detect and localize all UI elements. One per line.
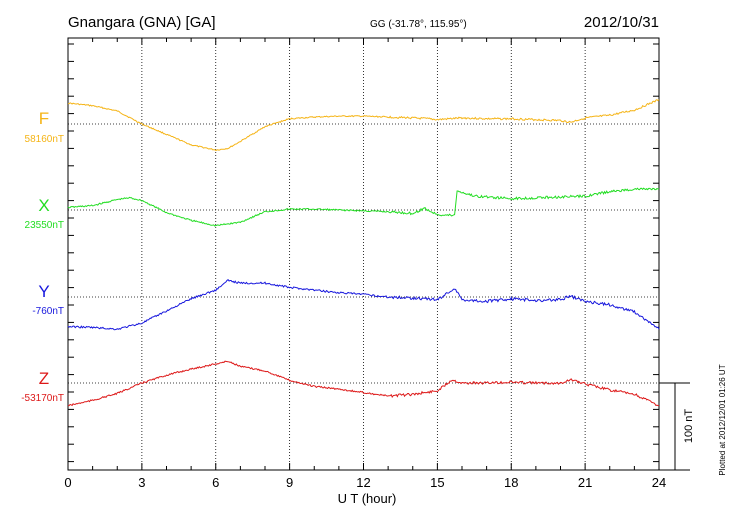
plot-date: 2012/10/31 — [584, 14, 659, 31]
scale-bar-label: 100 nT — [683, 409, 695, 444]
x-tick-label: 15 — [430, 475, 444, 490]
x-tick-label: 24 — [652, 475, 666, 490]
series-label-x: X — [38, 196, 49, 215]
series-line-z — [67, 360, 659, 407]
x-tick-label: 9 — [286, 475, 293, 490]
series-line-f — [67, 99, 660, 152]
y-axis-ticks — [68, 43, 659, 463]
x-axis-ticks — [67, 38, 660, 470]
station-title: Gnangara (GNA) [GA] — [68, 14, 216, 31]
plotted-timestamp: Plotted at 2012/12/01 01:26 UT — [718, 364, 727, 475]
series-line-x — [67, 187, 660, 227]
series-line-y — [67, 279, 660, 331]
x-tick-label: 18 — [504, 475, 518, 490]
x-tick-label: 0 — [64, 475, 71, 490]
x-tick-label: 12 — [356, 475, 370, 490]
series-baseline-y: -760nT — [32, 306, 64, 317]
series-label-y: Y — [38, 282, 49, 301]
x-tick-labels: 0 3 6 9 12 15 18 21 24 — [64, 475, 666, 490]
x-axis-label: U T (hour) — [338, 491, 397, 506]
series-baseline-z: -53170nT — [21, 393, 64, 404]
station-coordinates: GG (-31.78°, 115.95°) — [370, 19, 467, 30]
grid-vertical — [141, 38, 586, 470]
series-label-f: F — [39, 109, 49, 128]
scale-bar: 100 nT — [659, 382, 695, 471]
x-tick-label: 6 — [212, 475, 219, 490]
series-lines — [67, 99, 660, 407]
x-tick-label: 21 — [578, 475, 592, 490]
series-labels: F 58160nT X 23550nT Y -760nT Z -53170nT — [21, 109, 64, 404]
x-tick-label: 3 — [138, 475, 145, 490]
series-label-z: Z — [39, 369, 49, 388]
series-baseline-x: 23550nT — [25, 220, 64, 231]
series-baseline-f: 58160nT — [25, 134, 64, 145]
